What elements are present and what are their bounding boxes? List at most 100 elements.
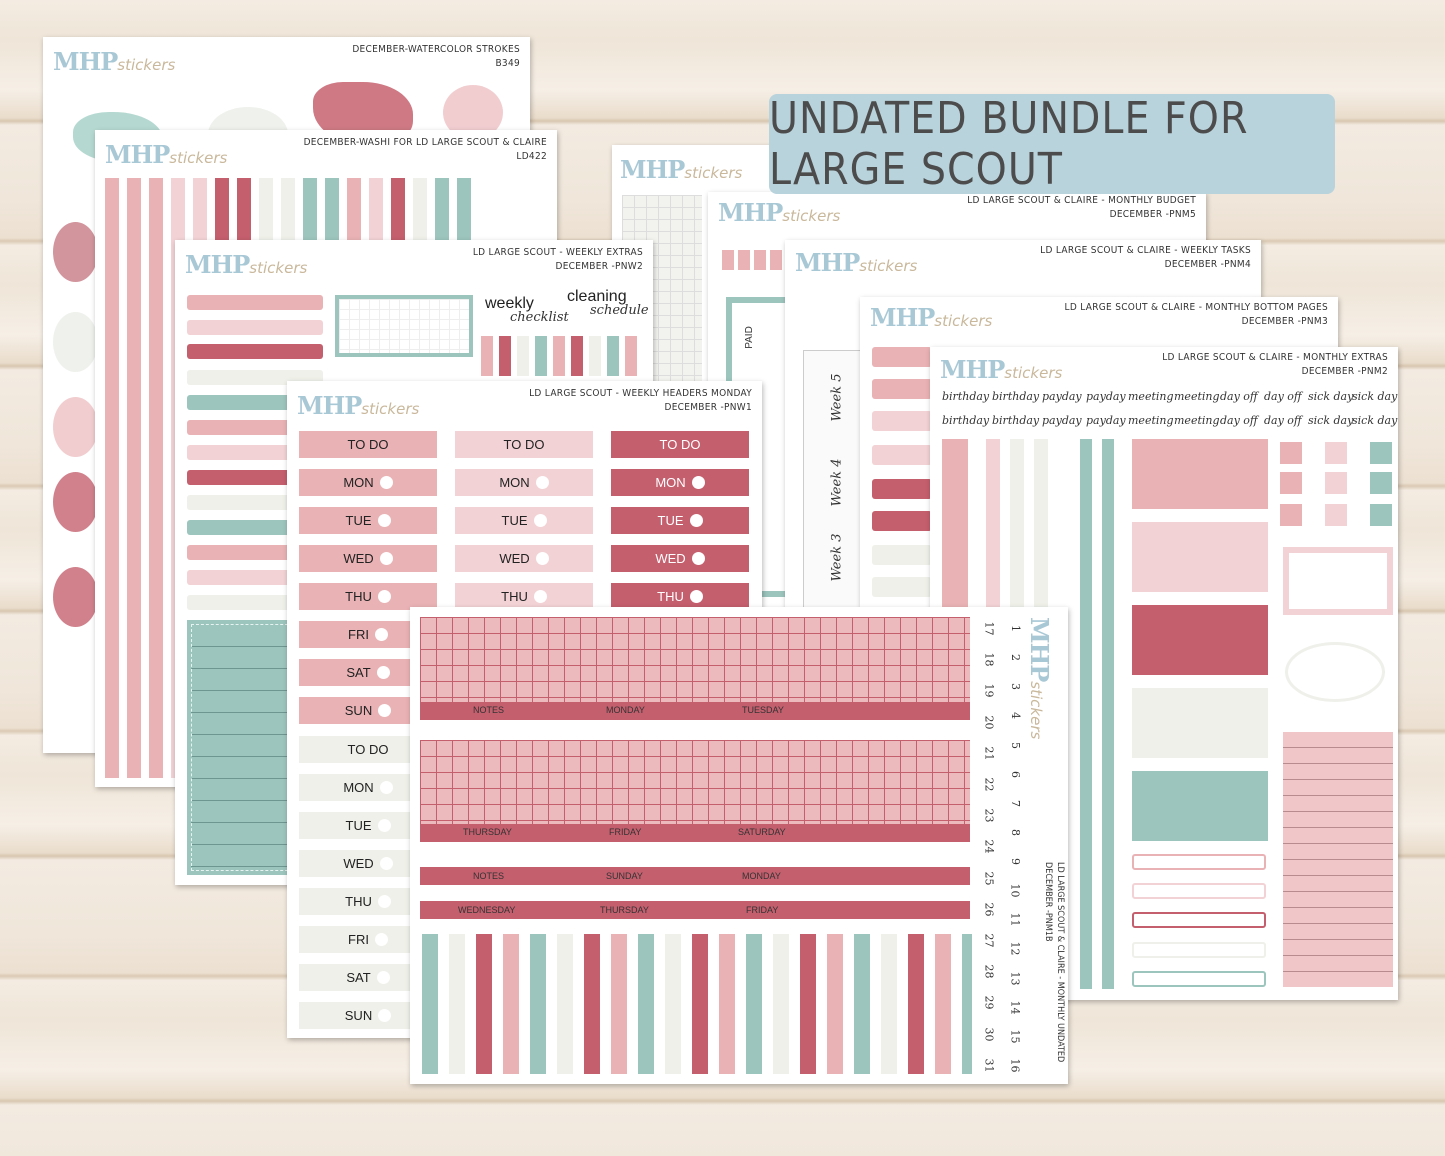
week-label: Week 5 [829, 373, 845, 422]
word-sticker: payday [1086, 414, 1126, 427]
header-todo: TO DO [611, 431, 749, 458]
label-strip [420, 867, 970, 885]
word-sticker: birthday [992, 414, 1040, 427]
list-sticker [1283, 732, 1393, 987]
brand-logo: MHPstickers [620, 155, 743, 184]
label-strip [420, 702, 970, 720]
bar [187, 495, 307, 510]
strip-label: TUESDAY [742, 705, 784, 715]
plaid-block [420, 740, 970, 830]
sheet-title: DECEMBER-WASHI FOR LD LARGE SCOUT & CLAI… [303, 137, 547, 162]
cleaning-schedule-sub: schedule [590, 303, 649, 318]
bar [872, 411, 932, 431]
frame-sticker [1283, 547, 1393, 615]
bar [187, 520, 307, 535]
word-sticker: day off [1220, 390, 1258, 403]
sheet-title: DECEMBER-WATERCOLOR STROKES B349 [352, 44, 520, 69]
header-mon: MON [611, 469, 749, 496]
cleaning-schedule-title: cleaning [567, 288, 627, 305]
word-sticker: sick day [1352, 390, 1398, 403]
checkbox-strip [187, 320, 323, 335]
header-mon: MON [299, 469, 437, 496]
strip-label: NOTES [473, 871, 505, 881]
box-sticker [1132, 605, 1268, 675]
bar [872, 347, 932, 367]
watercolor-stroke [53, 312, 98, 372]
strip-label: SUNDAY [606, 871, 643, 881]
watercolor-stroke [53, 472, 98, 532]
watercolor-stroke [53, 222, 98, 282]
brand-logo: MHPstickers [297, 391, 420, 420]
brand-logo: MHPstickers [185, 250, 308, 279]
word-sticker: meeting [1174, 390, 1220, 403]
box-sticker [1132, 771, 1268, 841]
bar [187, 570, 307, 585]
word-sticker: meeting [1128, 414, 1174, 427]
flag-icon [1280, 472, 1302, 494]
sheet-title: LD LARGE SCOUT - WEEKLY EXTRAS DECEMBER -… [472, 247, 643, 272]
brand-logo: MHPstickers [870, 303, 993, 332]
brand-logo: MHPstickers [105, 140, 228, 169]
bar [872, 379, 932, 399]
flag-icon [1370, 442, 1392, 464]
bunting [722, 250, 792, 270]
strip-label: FRIDAY [746, 905, 779, 915]
header-todo: TO DO [299, 431, 437, 458]
word-sticker: sick day [1308, 390, 1354, 403]
word-sticker: birthday [992, 390, 1040, 403]
header-wed: WED [455, 545, 593, 572]
flag-icon [1370, 472, 1392, 494]
word-sticker: payday [1042, 390, 1082, 403]
washi-block [481, 336, 641, 376]
header-todo: TO DO [455, 431, 593, 458]
strip-label: MONDAY [742, 871, 781, 881]
header-tue: TUE [455, 507, 593, 534]
sheet-title: LD LARGE SCOUT & CLAIRE - WEEKLY TASKS DE… [1040, 245, 1251, 270]
header-thu: THU [611, 583, 749, 610]
bar [872, 479, 932, 499]
label-sticker [1132, 883, 1266, 899]
box-sticker [1132, 522, 1268, 592]
word-sticker: day off [1220, 414, 1258, 427]
checkbox-strip [187, 344, 323, 359]
sheet-monthly-undated: NOTES MONDAY TUESDAY THURSDAY FRIDAY SAT… [410, 607, 1068, 1084]
word-sticker: birthday [942, 414, 990, 427]
header-wed: WED [299, 545, 437, 572]
label-sticker [1132, 971, 1266, 987]
strip-label: THURSDAY [463, 827, 512, 837]
watercolor-stroke [53, 397, 98, 457]
sheet-title: LD LARGE SCOUT - WEEKLY HEADERS MONDAY DE… [529, 388, 752, 413]
sheet-title: LD LARGE SCOUT & CLAIRE - MONTHLY EXTRAS… [1162, 352, 1388, 377]
week-label: Week 4 [829, 458, 845, 507]
bar [187, 445, 307, 460]
vertical-title: LD LARGE SCOUT & CLAIRE - MONTHLY UNDATE… [1043, 862, 1065, 1063]
word-sticker: birthday [942, 390, 990, 403]
header-thu: THU [299, 583, 437, 610]
label-sticker [1132, 912, 1266, 928]
weekly-checklist-sub: checklist [510, 310, 569, 325]
flag-icon [1325, 504, 1347, 526]
flag-icon [1280, 504, 1302, 526]
weekly-checklist-title: weekly [485, 295, 534, 312]
flag-icon [1370, 504, 1392, 526]
strip-label: SATURDAY [738, 827, 786, 837]
bar [872, 577, 932, 597]
word-sticker: sick day [1308, 414, 1354, 427]
box-sticker [1132, 439, 1268, 509]
tab-stickers [422, 934, 972, 1074]
plaid-block [420, 617, 970, 707]
strip-label: MONDAY [606, 705, 645, 715]
word-sticker: day off [1264, 414, 1302, 427]
bar [872, 545, 932, 565]
watercolor-stroke [53, 567, 98, 627]
bundle-banner: UNDATED BUNDLE FOR LARGE SCOUT [769, 93, 1335, 195]
grid-box [335, 295, 473, 357]
bar [872, 511, 932, 531]
word-sticker: day off [1264, 390, 1302, 403]
header-tue: TUE [611, 507, 749, 534]
brand-logo: MHPstickers [53, 47, 176, 76]
paid-label: PAID [743, 326, 755, 349]
vertical-logo: MHPstickers [1025, 617, 1054, 740]
oval-sticker [1285, 642, 1385, 702]
flag-icon [1325, 442, 1347, 464]
